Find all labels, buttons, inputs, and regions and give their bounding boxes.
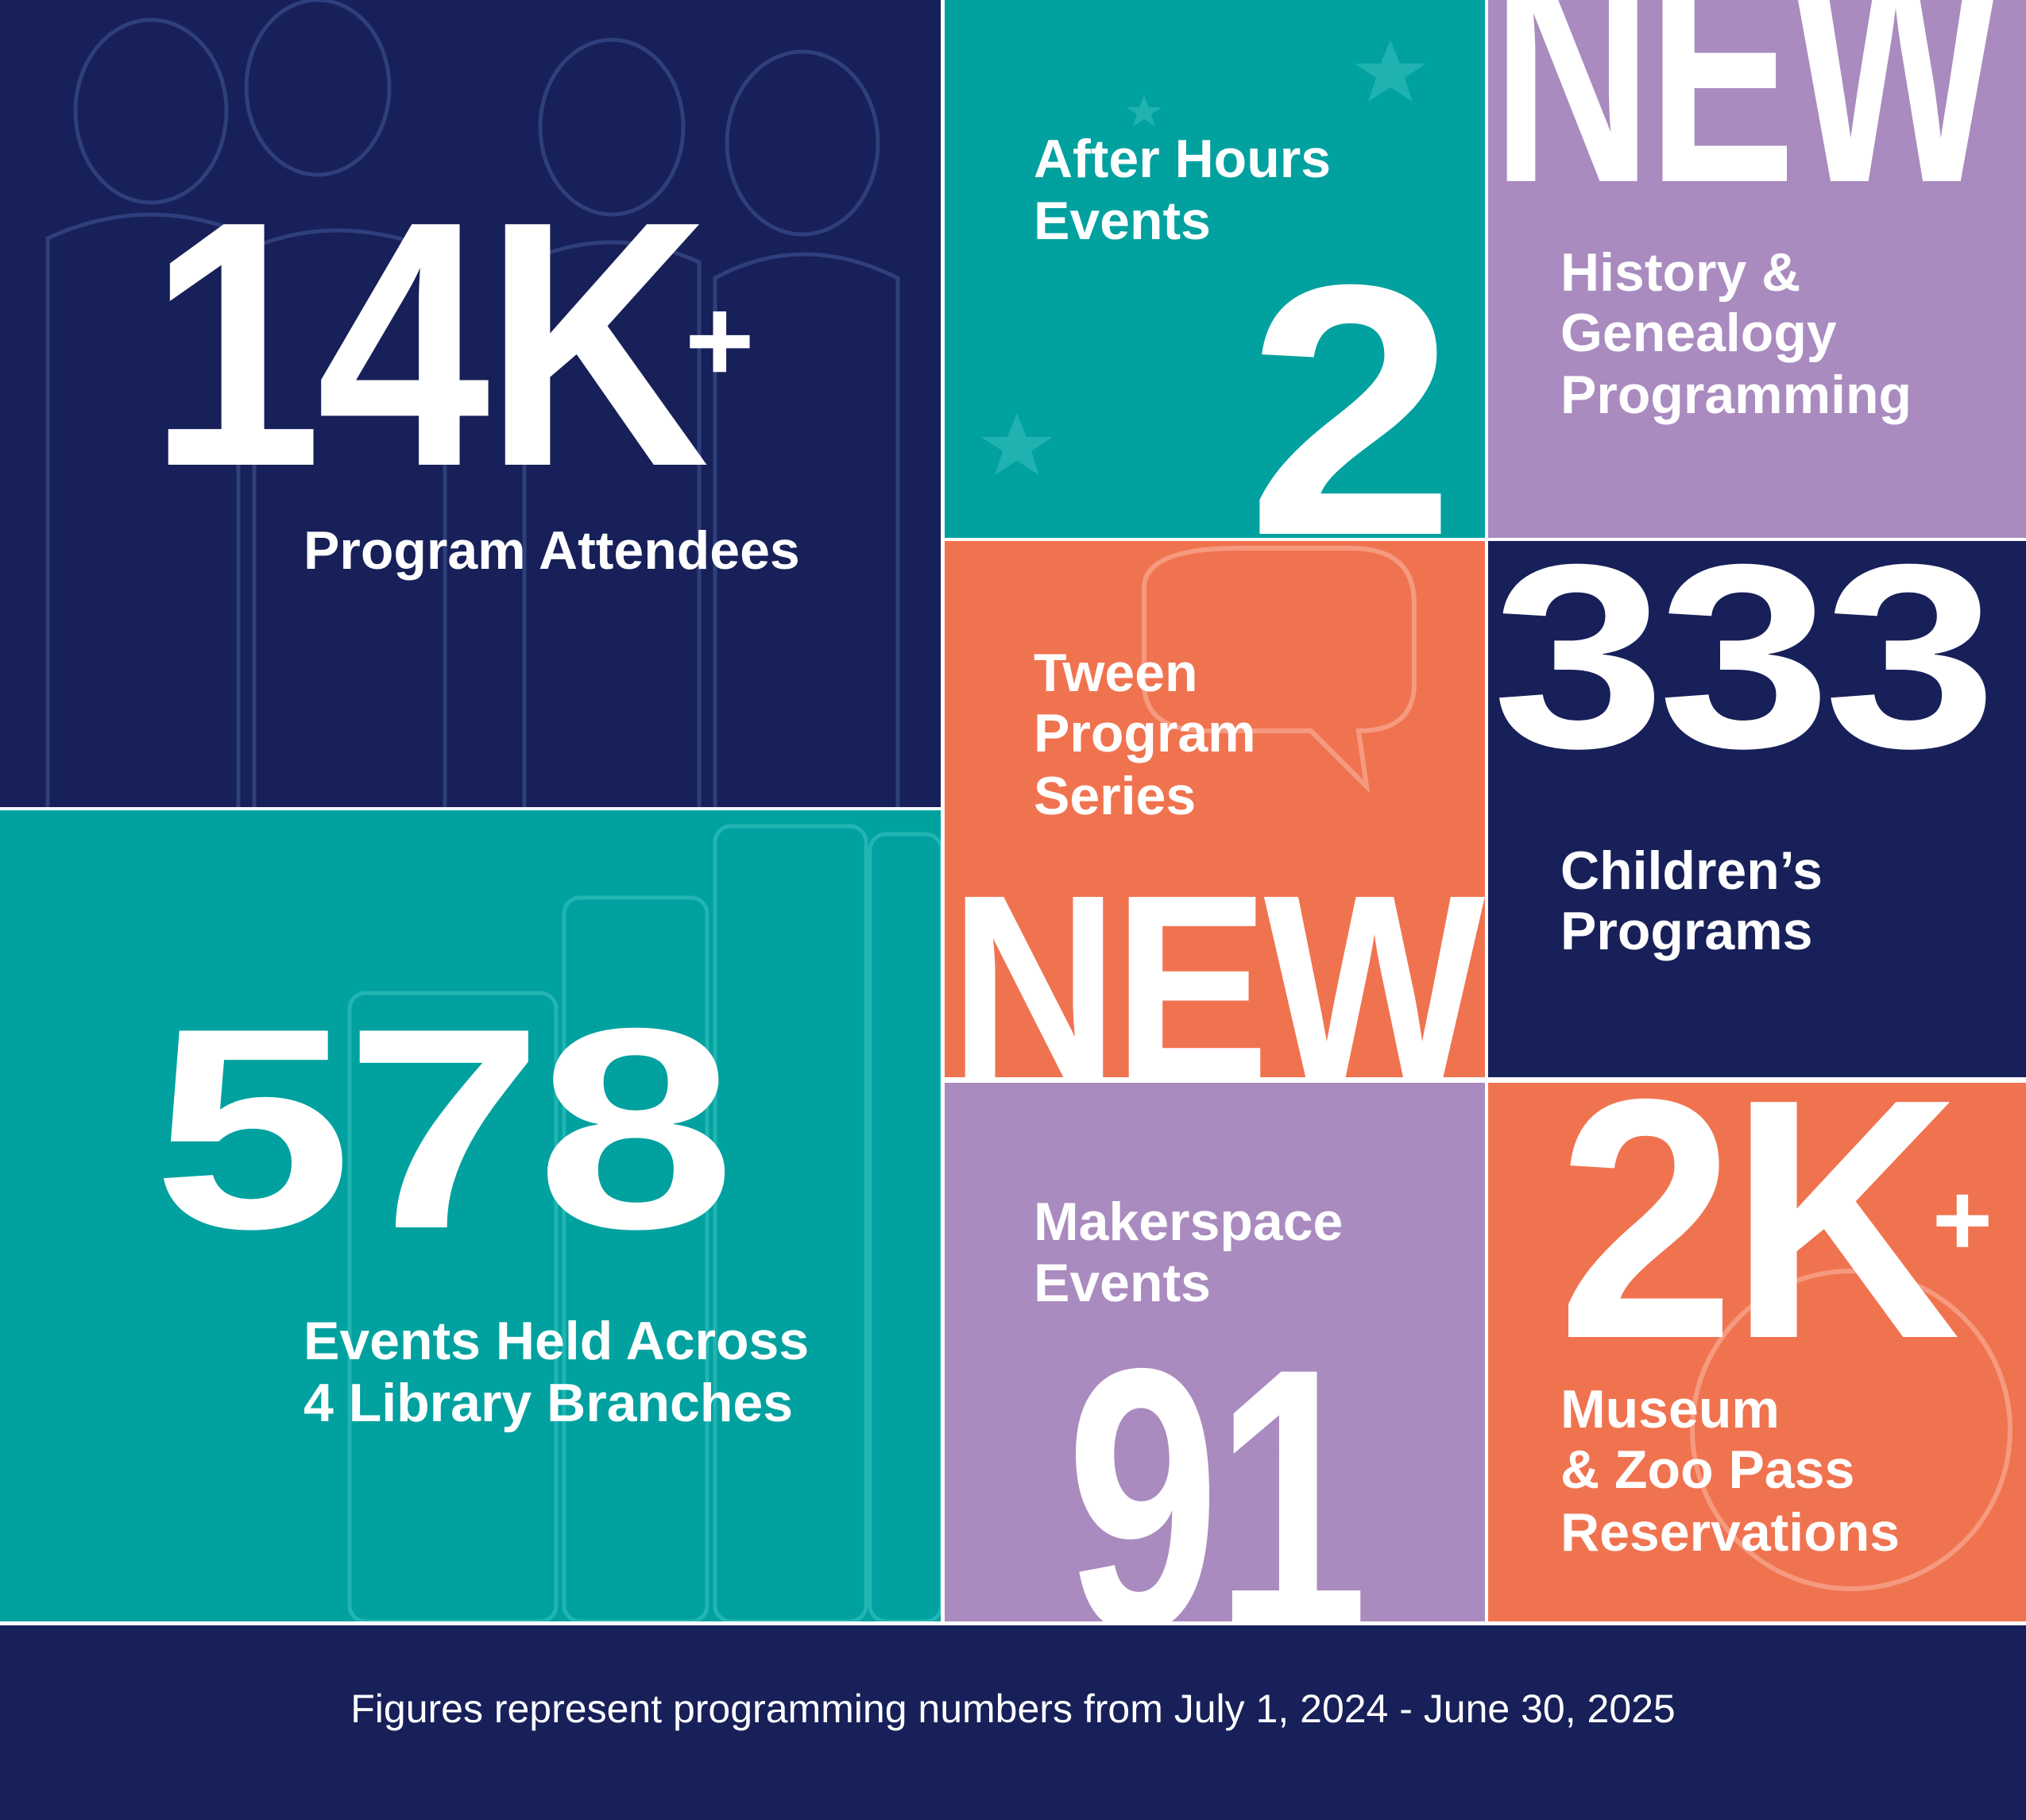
stat: 91 — [1066, 1291, 1363, 1708]
label: Events — [1034, 1253, 1211, 1313]
label: Program — [1034, 703, 1256, 763]
tile-history — [1488, 0, 2026, 538]
label: History & — [1560, 242, 1800, 303]
stat: 578 — [153, 969, 728, 1289]
label: Museum — [1560, 1379, 1780, 1439]
palette-outline — [1690, 1269, 2012, 1591]
label: Series — [1034, 766, 1196, 826]
stat-suffix: + — [1932, 1161, 1993, 1277]
stat: 333 — [1492, 509, 1989, 802]
label: Genealogy — [1560, 303, 1837, 363]
label: Children’s — [1560, 840, 1823, 901]
badge: NEW — [1492, 0, 2002, 249]
tile-children — [1488, 541, 2026, 1077]
stat: 14K — [149, 149, 709, 539]
label: Program Attendees — [304, 520, 800, 581]
speech-bubble — [1142, 546, 1417, 794]
footer-note: Figures represent programming numbers fr… — [350, 1687, 1676, 1731]
label: Events Held Across — [304, 1311, 809, 1371]
people-outline — [45, 0, 900, 807]
stat-suffix: + — [685, 273, 755, 407]
stat: 2 — [1247, 211, 1449, 610]
footer-band — [0, 1625, 2026, 1820]
tile-makerspace — [945, 1083, 1485, 1621]
label: Makerspace — [1034, 1192, 1343, 1252]
label: Events — [1034, 191, 1211, 251]
label: Reservations — [1560, 1502, 1900, 1563]
label: Tween — [1034, 643, 1198, 703]
tile-attendees — [0, 0, 941, 807]
tile-tween — [945, 541, 1485, 1077]
label: & Zoo Pass — [1560, 1439, 1854, 1500]
stars — [981, 40, 1426, 475]
tile-museum — [1488, 1083, 2026, 1621]
label: Programming — [1560, 365, 1912, 425]
label: After Hours — [1034, 129, 1331, 189]
tile-events — [0, 810, 941, 1621]
label: 4 Library Branches — [304, 1373, 793, 1433]
label: Programs — [1560, 901, 1812, 961]
badge: NEW — [949, 840, 1487, 1133]
stat: 2K — [1557, 1029, 1959, 1410]
books-outline — [347, 824, 941, 1621]
